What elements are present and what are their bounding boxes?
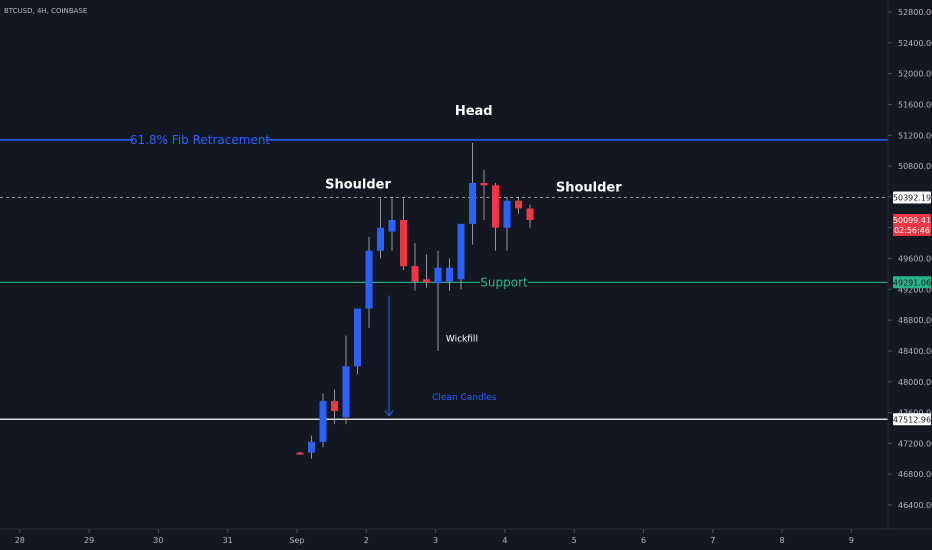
candle-bull	[503, 200, 511, 228]
y-tick-label: 48400.00	[898, 347, 932, 356]
y-tick-label: 49200.00	[898, 285, 932, 294]
wickfill-label: Wickfill	[446, 335, 478, 345]
clean-candles-label: Clean Candles	[432, 393, 497, 403]
candle-bear	[331, 401, 338, 412]
x-tick-label: 8	[780, 536, 785, 545]
current-price-badge-bg	[893, 214, 931, 237]
y-tick-label: 51600.00	[898, 100, 932, 109]
symbol-title: BTCUSD, 4H, COINBASE	[4, 7, 87, 15]
y-tick-label: 46800.00	[898, 470, 932, 479]
y-tick-label: 51200.00	[898, 131, 932, 140]
candle-bear	[515, 200, 522, 209]
right-shoulder-label: Shoulder	[556, 180, 622, 195]
x-tick-label: 3	[433, 536, 438, 545]
candle-bear	[526, 208, 534, 220]
candle-bear	[411, 266, 419, 282]
candle-bear	[400, 219, 407, 267]
x-tick-label: 5	[572, 536, 577, 545]
x-tick-label: 31	[223, 536, 233, 545]
candle-bull	[354, 308, 361, 367]
candle-bull	[377, 227, 384, 251]
x-tick-label: 7	[710, 536, 715, 545]
candles	[296, 142, 534, 459]
x-tick-label: 6	[641, 536, 646, 545]
y-tick-label: 52800.00	[898, 8, 932, 17]
candle-bear	[480, 183, 488, 186]
y-tick-label: 52000.00	[898, 70, 932, 79]
support-label: Support	[480, 275, 528, 289]
y-tick-label: 47200.00	[898, 439, 932, 448]
lower-level-badge-value: 47512.96	[893, 415, 931, 424]
candle-bear	[296, 452, 304, 455]
neckline-badge-bg	[893, 191, 931, 204]
support-badge-value: 49291.06	[893, 278, 931, 287]
x-tick-label: 4	[502, 536, 507, 545]
candle-bull	[319, 401, 327, 442]
y-tick-label: 46400.00	[898, 501, 932, 510]
y-tick-label: 52400.00	[898, 39, 932, 48]
price-levels: 61.8% Fib Retracement Support	[0, 133, 888, 420]
candle-bear	[423, 279, 430, 283]
candle-bull	[388, 219, 396, 232]
candle-bull	[434, 267, 442, 284]
x-tick-label: 9	[849, 536, 854, 545]
x-tick-label: Sep	[289, 536, 304, 545]
current-price-badge-value: 50099.41	[893, 216, 931, 225]
candle-bear	[492, 185, 499, 228]
price-axis[interactable]	[888, 0, 932, 529]
y-tick-label: 48800.00	[898, 316, 932, 325]
annotations: Head Shoulder Shoulder Wickfill Clean Candle…	[325, 104, 622, 417]
x-tick-label: 2	[364, 536, 369, 545]
x-tick-label: 30	[153, 536, 163, 545]
fib-label: 61.8% Fib Retracement	[130, 133, 271, 147]
clean-candles-arrow-head	[384, 410, 394, 417]
x-axis-ticks: 28 29 30 31 Sep 2 3 4 5 6 7 8 9	[15, 529, 854, 545]
neckline-badge-value: 50392.19	[893, 193, 931, 202]
left-shoulder-label: Shoulder	[325, 177, 391, 192]
y-tick-label: 47600.00	[898, 409, 932, 418]
candle-bull	[457, 223, 465, 280]
y-tick-label: 50800.00	[898, 162, 932, 171]
candle-bull	[342, 366, 350, 418]
candle-bull	[308, 441, 315, 453]
candle-bull	[469, 183, 476, 224]
candle-bull	[446, 267, 453, 282]
candle-bull	[365, 250, 373, 309]
y-tick-label: 49600.00	[898, 255, 932, 264]
head-label: Head	[455, 104, 493, 119]
support-badge-bg	[893, 276, 931, 289]
x-tick-label: 29	[84, 536, 94, 545]
y-tick-label: 48000.00	[898, 378, 932, 387]
lower-level-badge-bg	[893, 413, 931, 426]
current-price-badge-countdown: 02:56:46	[894, 226, 930, 235]
time-axis[interactable]	[0, 529, 932, 550]
x-tick-label: 28	[15, 536, 25, 545]
